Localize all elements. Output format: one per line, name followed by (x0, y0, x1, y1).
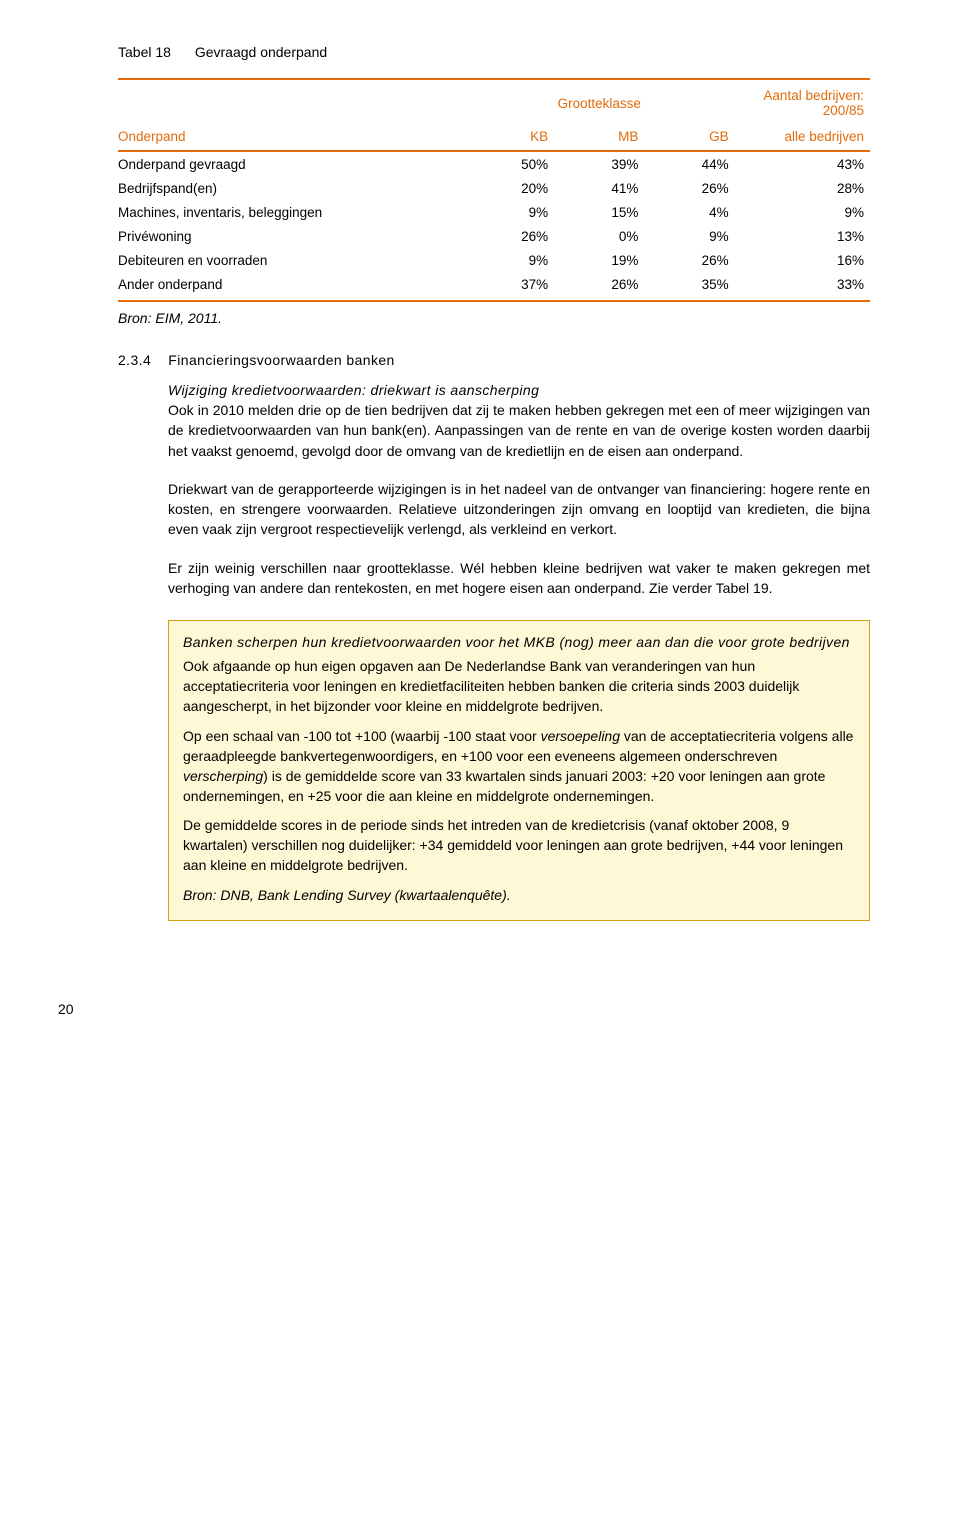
table-colhead: KB (464, 124, 554, 151)
table-super-group: Grootteklasse (464, 79, 735, 124)
table-number: Tabel 18 (118, 44, 171, 60)
table-cell: Onderpand gevraagd (118, 151, 464, 176)
box-paragraph: Op een schaal van -100 tot +100 (waarbij… (183, 727, 855, 807)
table-cell: Debiteuren en voorraden (118, 248, 464, 272)
table-caption: Tabel 18 Gevraagd onderpand (118, 44, 870, 60)
box-em: versoepeling (541, 728, 620, 744)
table-cell: 15% (554, 200, 644, 224)
box-paragraph: De gemiddelde scores in de periode sinds… (183, 816, 855, 876)
table-row: Ander onderpand 37% 26% 35% 33% (118, 272, 870, 301)
table-cell: 26% (464, 224, 554, 248)
table-row: Privéwoning 26% 0% 9% 13% (118, 224, 870, 248)
table-cell: 0% (554, 224, 644, 248)
table-cell: 41% (554, 176, 644, 200)
table-cell: 50% (464, 151, 554, 176)
body-paragraph: Er zijn weinig verschillen naar groottek… (168, 558, 870, 599)
table-cell: 44% (644, 151, 734, 176)
table-cell: 37% (464, 272, 554, 301)
table-cell: 35% (644, 272, 734, 301)
box-title: Banken scherpen hun kredietvoorwaarden v… (183, 633, 855, 653)
table-cell: 9% (464, 200, 554, 224)
table-cell: 26% (644, 176, 734, 200)
body-paragraph: Ook in 2010 melden drie op de tien bedri… (168, 400, 870, 461)
table-colhead: alle bedrijven (735, 124, 870, 151)
table-source: Bron: EIM, 2011. (118, 310, 870, 326)
table-super-spacer (118, 79, 464, 124)
table-cell: 19% (554, 248, 644, 272)
page-number: 20 (58, 1001, 870, 1017)
table-cell: 20% (464, 176, 554, 200)
table-colhead: Onderpand (118, 124, 464, 151)
section-number: 2.3.4 (118, 352, 164, 368)
table-cell: 13% (735, 224, 870, 248)
box-text: ) is de gemiddelde score van 33 kwartale… (183, 768, 825, 804)
table-cell: 16% (735, 248, 870, 272)
table-row: Machines, inventaris, beleggingen 9% 15%… (118, 200, 870, 224)
table-colhead: GB (644, 124, 734, 151)
table-cell: 9% (464, 248, 554, 272)
box-text: Op een schaal van -100 tot +100 (waarbij… (183, 728, 541, 744)
box-source: Bron: DNB, Bank Lending Survey (kwartaal… (183, 886, 855, 906)
highlight-box: Banken scherpen hun kredietvoorwaarden v… (168, 620, 870, 921)
box-em: verscherping (183, 768, 263, 784)
table-cell: 39% (554, 151, 644, 176)
section-title: Financieringsvoorwaarden banken (168, 352, 394, 368)
table-colhead: MB (554, 124, 644, 151)
table-cell: Ander onderpand (118, 272, 464, 301)
table-row: Debiteuren en voorraden 9% 19% 26% 16% (118, 248, 870, 272)
data-table: Grootteklasse Aantal bedrijven: 200/85 O… (118, 78, 870, 302)
section-subhead: Wijziging kredietvoorwaarden: driekwart … (168, 382, 870, 398)
box-paragraph: Ook afgaande op hun eigen opgaven aan De… (183, 657, 855, 717)
table-cell: Bedrijfspand(en) (118, 176, 464, 200)
table-row: Onderpand gevraagd 50% 39% 44% 43% (118, 151, 870, 176)
table-super-right: Aantal bedrijven: 200/85 (735, 79, 870, 124)
table-cell: Privéwoning (118, 224, 464, 248)
table-cell: Machines, inventaris, beleggingen (118, 200, 464, 224)
table-cell: 4% (644, 200, 734, 224)
table-cell: 28% (735, 176, 870, 200)
table-cell: 9% (735, 200, 870, 224)
table-cell: 43% (735, 151, 870, 176)
table-row: Bedrijfspand(en) 20% 41% 26% 28% (118, 176, 870, 200)
section-heading: 2.3.4 Financieringsvoorwaarden banken (118, 352, 870, 368)
table-cell: 33% (735, 272, 870, 301)
table-cell: 9% (644, 224, 734, 248)
table-cell: 26% (554, 272, 644, 301)
body-paragraph: Driekwart van de gerapporteerde wijzigin… (168, 479, 870, 540)
table-title: Gevraagd onderpand (195, 44, 327, 60)
table-cell: 26% (644, 248, 734, 272)
